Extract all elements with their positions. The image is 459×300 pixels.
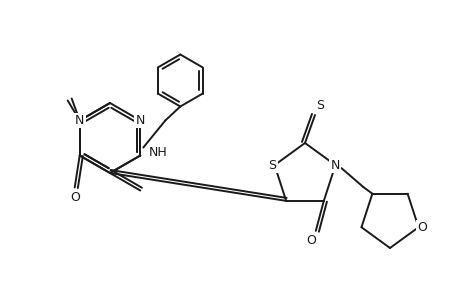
- Text: O: O: [417, 221, 426, 234]
- Text: N: N: [75, 114, 84, 127]
- Text: S: S: [268, 159, 276, 172]
- Text: N: N: [135, 114, 145, 127]
- Text: NH: NH: [148, 146, 167, 159]
- Text: O: O: [70, 191, 79, 204]
- Text: N: N: [330, 159, 339, 172]
- Text: O: O: [305, 234, 315, 248]
- Text: S: S: [315, 98, 323, 112]
